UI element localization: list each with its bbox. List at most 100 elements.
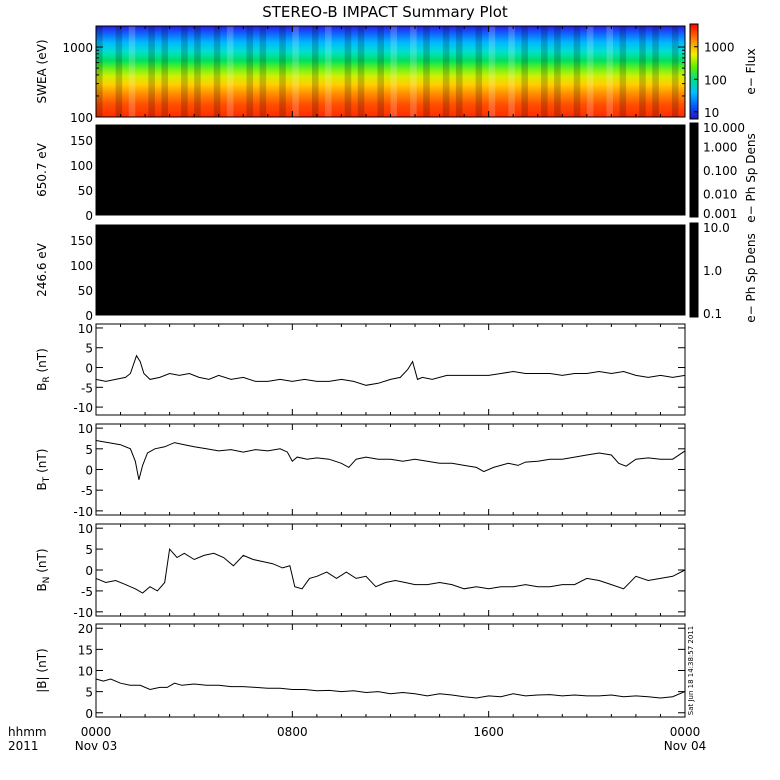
y-tick-label: 100 <box>70 159 93 173</box>
y-tick-label: -5 <box>81 484 93 498</box>
y-tick-label: 50 <box>78 184 93 198</box>
panel-frame <box>95 623 686 718</box>
y-label-main: |B| <box>35 676 49 692</box>
colorbar-tick-label: 100 <box>704 73 727 87</box>
y-axis-label: BR (nT) <box>35 348 52 391</box>
spectrogram-stripe <box>226 26 234 117</box>
colorbar: 10.0 1.0 0.1 e− Ph Sp Dens <box>689 221 758 323</box>
y-tick-label: 0 <box>85 564 93 578</box>
y-label-main: SWEA (eV) <box>35 39 49 103</box>
x-axis-label-hhmm: hhmm <box>8 725 47 739</box>
y-label-unit: (nT) <box>35 548 49 576</box>
colorbar-tick-label: 10.000 <box>703 121 745 135</box>
y-tick-label: 10 <box>78 522 93 536</box>
y-tick-label: 100 <box>70 111 93 125</box>
y-tick-label: -5 <box>81 381 93 395</box>
y-axis-label: 650.7 eV <box>35 142 49 197</box>
y-tick-label: 10 <box>78 422 93 436</box>
y-axis-label: SWEA (eV) <box>35 39 49 103</box>
panel-1: 100 1000 SWEA (eV) 10 100 1000 e− Flux <box>35 23 758 125</box>
heatmap-fill <box>96 125 685 215</box>
spectrogram-stripe <box>292 26 299 117</box>
series-line <box>95 354 686 386</box>
colorbar-fill <box>689 122 699 218</box>
spectrogram-stripe <box>259 26 267 117</box>
spectrogram-stripe <box>390 26 398 117</box>
colorbar-tick-label: 1.000 <box>703 141 737 155</box>
y-axis-label: BN (nT) <box>35 548 52 591</box>
spectrogram-stripe <box>161 26 168 117</box>
colorbar-tick-label: 10.0 <box>703 221 730 235</box>
heatmap-fill <box>96 225 685 315</box>
y-tick-label: 150 <box>70 234 93 248</box>
colorbar-fill <box>689 222 699 318</box>
y-label-main: 650.7 eV <box>35 142 49 197</box>
colorbar-tick-label: 0.010 <box>703 188 737 202</box>
y-tick-label: 5 <box>85 342 93 356</box>
spectrogram-stripe <box>128 26 136 117</box>
y-tick-label: 5 <box>85 686 93 700</box>
y-tick-label: 5 <box>85 443 93 457</box>
spectrogram-stripe <box>246 26 254 117</box>
colorbar-fill <box>689 23 699 120</box>
colorbar-tick-label: 1.0 <box>703 264 722 278</box>
spectrogram-stripe <box>541 26 548 117</box>
y-tick-label: -10 <box>73 505 93 519</box>
chart-title: STEREO-B IMPACT Summary Plot <box>262 3 508 21</box>
panel-3: 0 50 100 150 246.6 eV 10.0 1.0 0.1 e− Ph Sp Dens <box>35 221 758 323</box>
spectrogram-stripe <box>671 26 679 117</box>
y-tick-label: 0 <box>85 309 93 323</box>
colorbar-tick-label: 10 <box>704 106 719 120</box>
spectrogram-stripe <box>639 26 646 117</box>
colorbar-label: e− Ph Sp Dens <box>744 233 758 322</box>
colorbar-tick-label: 0.100 <box>703 164 737 178</box>
spectrogram-stripe <box>181 26 188 117</box>
x-date-label: Nov 03 <box>75 739 118 753</box>
spectrogram-stripe <box>521 26 528 117</box>
colorbar-label: e− Flux <box>744 48 758 94</box>
timestamp: Sat Jun 18 14:38:57 2011 <box>687 626 695 715</box>
spectrogram-stripe <box>148 26 155 117</box>
spectrogram-stripe <box>325 26 332 117</box>
y-tick-label: 1000 <box>62 41 93 55</box>
y-label-main: B <box>35 583 49 591</box>
y-tick-label: -5 <box>81 585 93 599</box>
spectrogram-stripe <box>652 26 659 117</box>
series-line <box>95 440 686 480</box>
colorbar-tick-label: 0.1 <box>703 307 722 321</box>
y-tick-label: 0 <box>85 464 93 478</box>
spectrogram-stripe <box>115 26 123 117</box>
spectrogram-stripe <box>194 26 201 117</box>
spectrogram-stripe <box>377 26 384 117</box>
spectrogram-stripe <box>357 26 365 117</box>
panel-frame <box>95 523 686 617</box>
y-label-sub: R <box>42 376 52 382</box>
x-tick-label: 1600 <box>473 725 504 739</box>
y-tick-label: 10 <box>78 665 93 679</box>
spectrogram-stripe <box>475 26 483 117</box>
y-axis-label: 246.6 eV <box>35 242 49 297</box>
series-line <box>95 678 686 699</box>
spectrogram-stripe <box>213 26 221 117</box>
x-tick-label: 0000 <box>670 725 701 739</box>
y-tick-label: 15 <box>78 643 93 657</box>
panel-4: -10 -5 0 5 10 BR (nT) <box>35 322 686 416</box>
y-label-unit: (nT) <box>35 648 49 676</box>
spectrogram-stripe <box>442 26 450 117</box>
panel-frame <box>95 423 686 516</box>
y-tick-label: 150 <box>70 134 93 148</box>
y-tick-label: 100 <box>70 259 93 273</box>
spectrogram-texture <box>96 26 679 117</box>
panel-frame <box>95 323 686 416</box>
series-line <box>95 547 686 594</box>
x-axis-label-year: 2011 <box>8 739 39 753</box>
spectrogram-stripe <box>96 26 103 117</box>
spectrogram-stripe <box>488 26 496 117</box>
colorbar: 10.000 1.000 0.100 0.010 0.001 e− Ph Sp Dens <box>689 121 758 223</box>
x-date-label: Nov 04 <box>664 739 707 753</box>
y-label-main: B <box>35 482 49 490</box>
y-axis-label: |B| (nT) <box>35 648 49 692</box>
spectrogram-stripe <box>508 26 515 117</box>
y-label-sub: N <box>42 577 52 584</box>
